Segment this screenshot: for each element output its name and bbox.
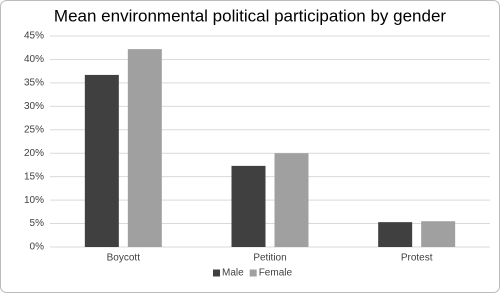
bar [274,153,309,247]
x-tick-label: Boycott [107,253,141,264]
chart-title: Mean environmental political participati… [54,6,447,25]
y-tick-label: 25% [24,124,44,135]
bar [231,165,266,247]
y-tick-label: 5% [30,218,45,229]
y-tick-label: 45% [24,31,44,42]
y-tick-label: 35% [24,78,44,89]
x-tick-label: Petition [253,253,286,264]
legend-label: Female [259,268,293,279]
bar [127,49,162,247]
bar [421,221,456,247]
y-tick-label: 30% [24,101,44,112]
x-tick-label: Protest [401,253,433,264]
y-tick-label: 0% [30,242,45,253]
y-tick-label: 15% [24,171,44,182]
y-tick-label: 20% [24,148,44,159]
legend-swatch [213,269,220,277]
legend-label: Male [222,268,244,279]
bar [378,222,413,247]
y-tick-label: 10% [24,195,44,206]
legend-swatch [249,269,257,277]
bar [84,74,119,247]
y-tick-label: 40% [24,54,44,65]
